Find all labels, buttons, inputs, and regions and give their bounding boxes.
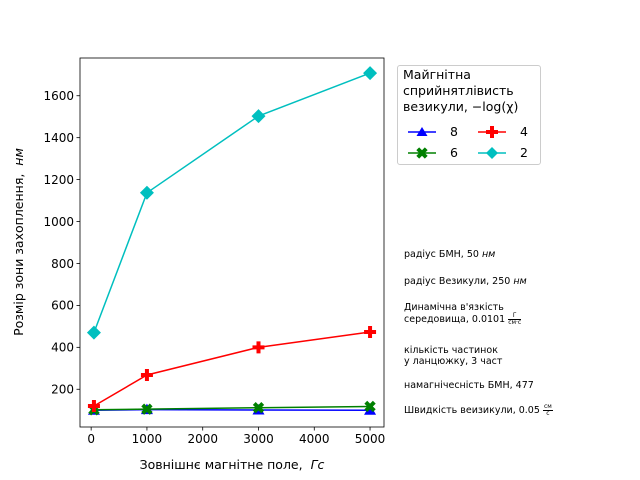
y-tick-label: 1400 — [43, 131, 74, 145]
legend-title-line-2: сприйнятлівисть — [403, 83, 514, 98]
x-tick-label: 1000 — [132, 432, 163, 446]
x-axis-label: Зовнішнє магнітне поле, Гс — [140, 457, 325, 472]
y-tick-label: 600 — [51, 299, 74, 313]
plot-area — [79, 57, 385, 428]
series-layer — [86, 66, 378, 416]
legend-title-line-1: Майгнітна — [403, 67, 471, 82]
legend-entry-2: 2 — [478, 145, 548, 161]
x-tick-label: 3000 — [243, 432, 274, 446]
annotation-radius-bmn: радіус БМН, 50 нм — [404, 249, 496, 260]
y-tick-label: 200 — [51, 383, 74, 397]
data-point — [86, 325, 101, 340]
y-tick-label: 400 — [51, 341, 74, 355]
data-point — [364, 404, 377, 415]
legend-swatch-2 — [478, 147, 506, 159]
data-point — [363, 66, 378, 81]
y-tick-label: 800 — [51, 257, 74, 271]
y-tick-label: 1000 — [43, 215, 74, 229]
y-tick-label: 1200 — [43, 173, 74, 187]
data-point — [252, 402, 265, 414]
annotation-magnetization: намагнічесність БМН, 477 — [404, 380, 534, 391]
legend-label-2: 2 — [520, 145, 528, 160]
legend: Майгнітна сприйнятлівисть везикули, −log… — [397, 65, 541, 165]
data-point — [364, 326, 377, 339]
data-point — [364, 400, 376, 413]
data-point — [139, 185, 154, 200]
legend-entry-8: 8 — [408, 124, 478, 140]
annotation-particles: кількість частинок у ланцюжку, 3 част — [404, 345, 503, 367]
legend-title-line-3: везикули, −log(χ) — [403, 99, 519, 114]
y-axis-label: Розмір зони захоплення, нм — [11, 148, 26, 336]
data-point — [251, 109, 266, 124]
legend-label-6: 6 — [450, 145, 458, 160]
data-point — [141, 403, 153, 415]
legend-swatch-6 — [408, 147, 436, 159]
series-line — [93, 331, 371, 407]
x-tick-label: 5000 — [355, 432, 386, 446]
y-tick-label: 1600 — [43, 89, 74, 103]
legend-label-4: 4 — [520, 124, 528, 139]
x-axis-ticks: 0 1000 2000 3000 4000 5000 — [87, 427, 385, 446]
annotation-viscosity: Динамічна в'язкість середовища, 0.0101 Г… — [404, 302, 522, 326]
series-2 — [86, 66, 378, 340]
x-tick-label: 4000 — [299, 432, 330, 446]
legend-entry-4: 4 — [478, 124, 548, 140]
data-point — [252, 341, 265, 354]
series-line — [93, 405, 371, 411]
x-tick-label: 2000 — [187, 432, 218, 446]
y-axis-ticks: 200 400 600 800 1000 1200 1400 1600 — [43, 89, 80, 397]
x-tick-label: 0 — [87, 432, 95, 446]
series-line — [93, 72, 371, 333]
annotation-speed: Швидкість веизикули, 0.05 см с — [404, 403, 553, 417]
series-4 — [87, 326, 377, 413]
legend-swatch-4 — [478, 126, 506, 138]
legend-title: Майгнітна сприйнятлівисть везикули, −log… — [403, 67, 518, 115]
data-point — [140, 369, 153, 382]
legend-swatch-8 — [408, 127, 436, 136]
legend-label-8: 8 — [450, 124, 458, 139]
legend-entry-6: 6 — [408, 145, 478, 161]
data-point — [87, 400, 100, 413]
annotation-radius-vesicle: радіус Везикули, 250 нм — [404, 276, 527, 287]
